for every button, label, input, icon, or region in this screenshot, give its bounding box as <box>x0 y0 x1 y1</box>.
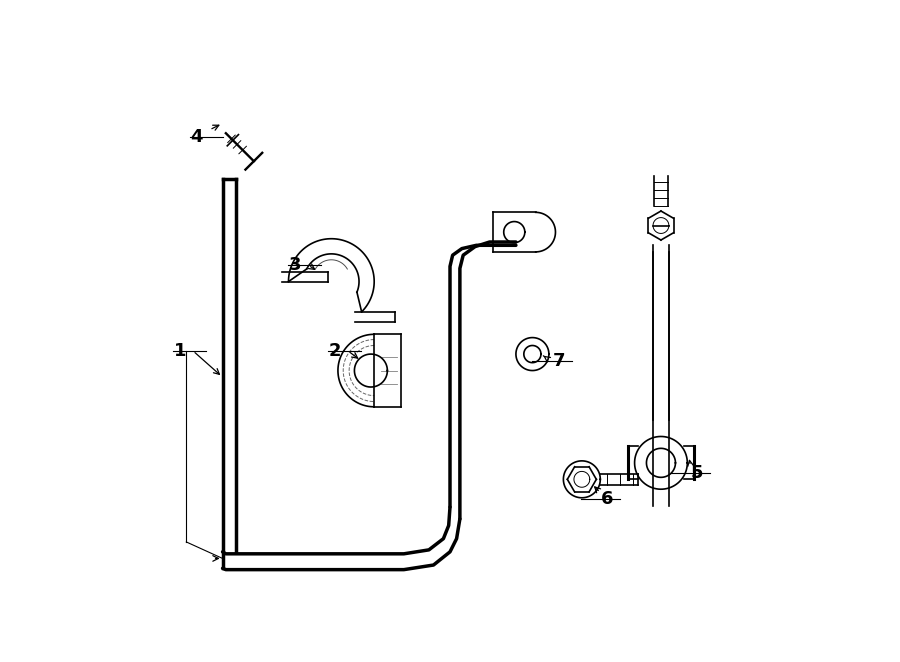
Text: 5: 5 <box>691 464 704 482</box>
Text: 7: 7 <box>553 352 565 369</box>
Text: 1: 1 <box>174 342 186 359</box>
Text: 2: 2 <box>328 342 341 359</box>
Text: 6: 6 <box>600 490 613 508</box>
Text: 4: 4 <box>190 128 203 146</box>
Text: 3: 3 <box>289 256 302 274</box>
